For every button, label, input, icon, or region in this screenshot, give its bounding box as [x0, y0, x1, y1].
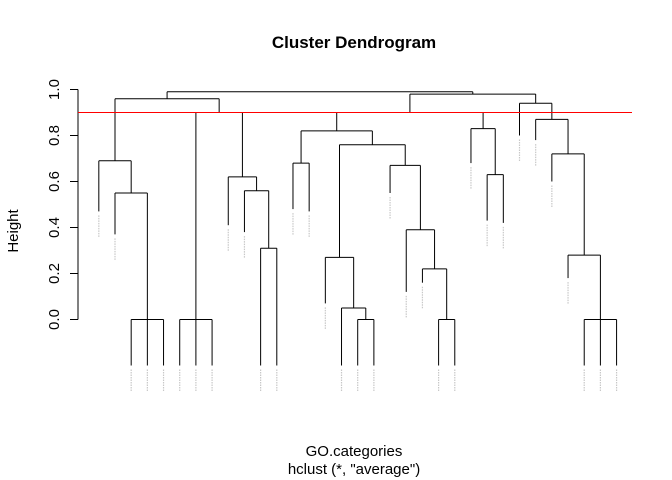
y-tick-label: 0.6: [46, 171, 63, 192]
dendrogram-branches: [98, 91, 618, 366]
y-tick-label: 0.4: [46, 217, 63, 238]
leaf-labels: [98, 139, 618, 392]
y-tick-label: 0.8: [46, 125, 63, 146]
y-axis: 0.0 0.2 0.4 0.6 0.8 1.0: [46, 79, 79, 330]
y-tick-label: 0.0: [46, 309, 63, 330]
x-axis-label: GO.categories: [306, 443, 403, 460]
y-tick-label: 1.0: [46, 79, 63, 100]
y-axis-label: Height: [5, 208, 22, 252]
y-tick-label: 0.2: [46, 263, 63, 284]
chart-subtitle: hclust (*, "average"): [288, 461, 420, 478]
chart-title: Cluster Dendrogram: [272, 33, 436, 52]
